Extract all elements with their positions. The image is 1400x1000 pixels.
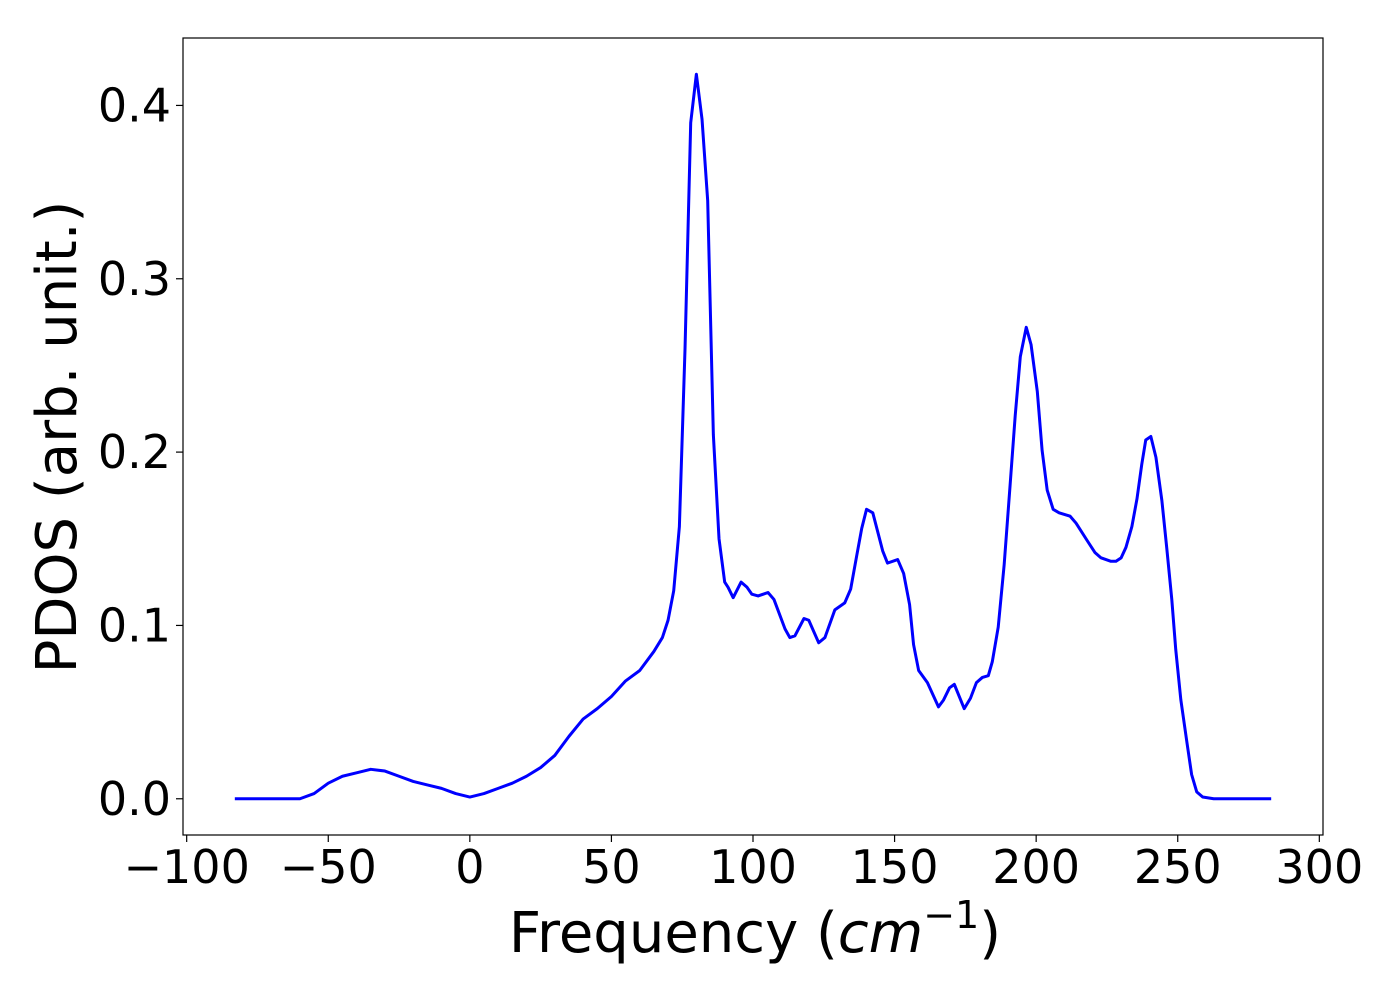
x-tick-label: 200 [992,840,1080,894]
y-tick-label: 0.0 [98,772,171,826]
x-tick-label: 50 [582,840,641,894]
x-tick-label: 100 [709,840,797,894]
y-tick-label: 0.1 [98,598,171,652]
x-tick-label: 150 [851,840,939,894]
y-tick-label: 0.2 [98,425,171,479]
y-tick-label: 0.4 [98,78,171,132]
x-tick-label: 300 [1275,840,1363,894]
x-tick-label: −100 [124,840,250,894]
x-tick-label: −50 [280,840,377,894]
x-label-text: Frequency ( [509,901,838,966]
x-axis-label: Frequency (cm−1) [509,893,1001,966]
x-label-sup: −1 [923,893,979,937]
x-tick-label: 0 [455,840,484,894]
data-line [234,72,1272,801]
y-axis-label: PDOS (arb. unit.) [25,201,90,674]
x-tick-label: 250 [1134,840,1222,894]
x-label-math: cm [838,901,923,966]
x-label-close: ) [979,901,1001,966]
y-tick-label: 0.3 [98,252,171,306]
